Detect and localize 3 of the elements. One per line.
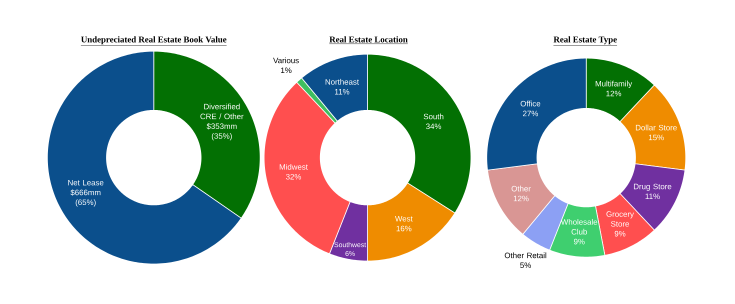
chart-title: Real Estate Location bbox=[329, 36, 408, 42]
chart-title: Real Estate Type bbox=[554, 36, 617, 44]
chart-title: Undepreciated Real Estate Book Value bbox=[81, 36, 226, 44]
